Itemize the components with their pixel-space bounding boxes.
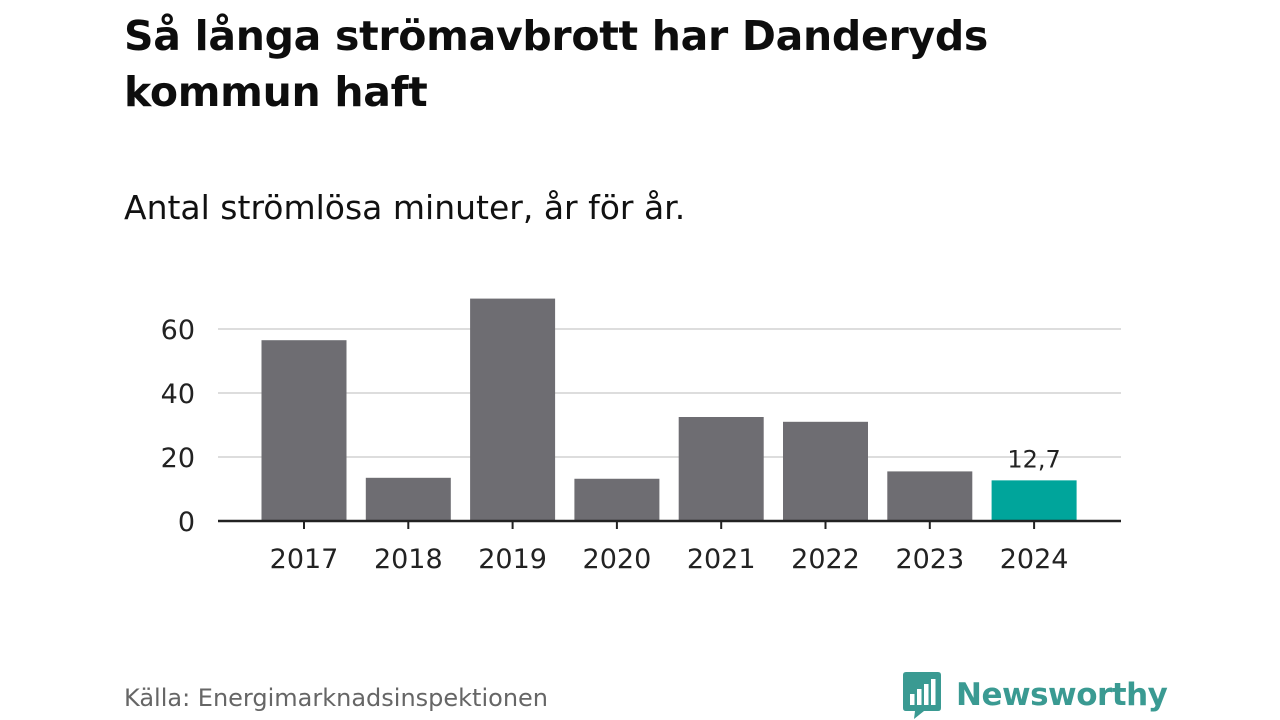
newsworthy-logo-icon bbox=[903, 672, 941, 719]
data-label: 12,7 bbox=[1007, 445, 1060, 473]
x-tick-label: 2019 bbox=[478, 544, 547, 575]
brand: Newsworthy bbox=[902, 670, 1168, 720]
x-tick-label: 2017 bbox=[270, 544, 339, 575]
bar-2021 bbox=[678, 417, 764, 521]
bar-2020 bbox=[574, 478, 660, 521]
x-tick-label: 2023 bbox=[895, 544, 964, 575]
bar-2017 bbox=[261, 340, 347, 521]
x-tick-label: 2022 bbox=[791, 544, 860, 575]
bar-2022 bbox=[783, 421, 868, 521]
source-note: Källa: Energimarknadsinspektionen bbox=[124, 684, 549, 712]
bar-2023 bbox=[887, 471, 973, 521]
bar-2024 bbox=[991, 480, 1077, 521]
bar-2018 bbox=[365, 477, 451, 521]
x-tick-label: 2021 bbox=[687, 544, 756, 575]
x-tick-label: 2020 bbox=[583, 544, 652, 575]
x-tick-label: 2024 bbox=[1000, 544, 1069, 575]
y-tick-label: 0 bbox=[178, 507, 195, 538]
x-tick-label: 2018 bbox=[374, 544, 443, 575]
y-tick-label: 20 bbox=[161, 443, 195, 474]
chart-subtitle: Antal strömlösa minuter, år för år. bbox=[124, 188, 686, 227]
chart-title: Så långa strömavbrott har Danderyds komm… bbox=[124, 12, 988, 116]
brand-name: Newsworthy bbox=[956, 677, 1168, 713]
bar-2019 bbox=[470, 298, 556, 521]
y-tick-label: 60 bbox=[161, 315, 195, 346]
y-tick-label: 40 bbox=[161, 379, 195, 410]
